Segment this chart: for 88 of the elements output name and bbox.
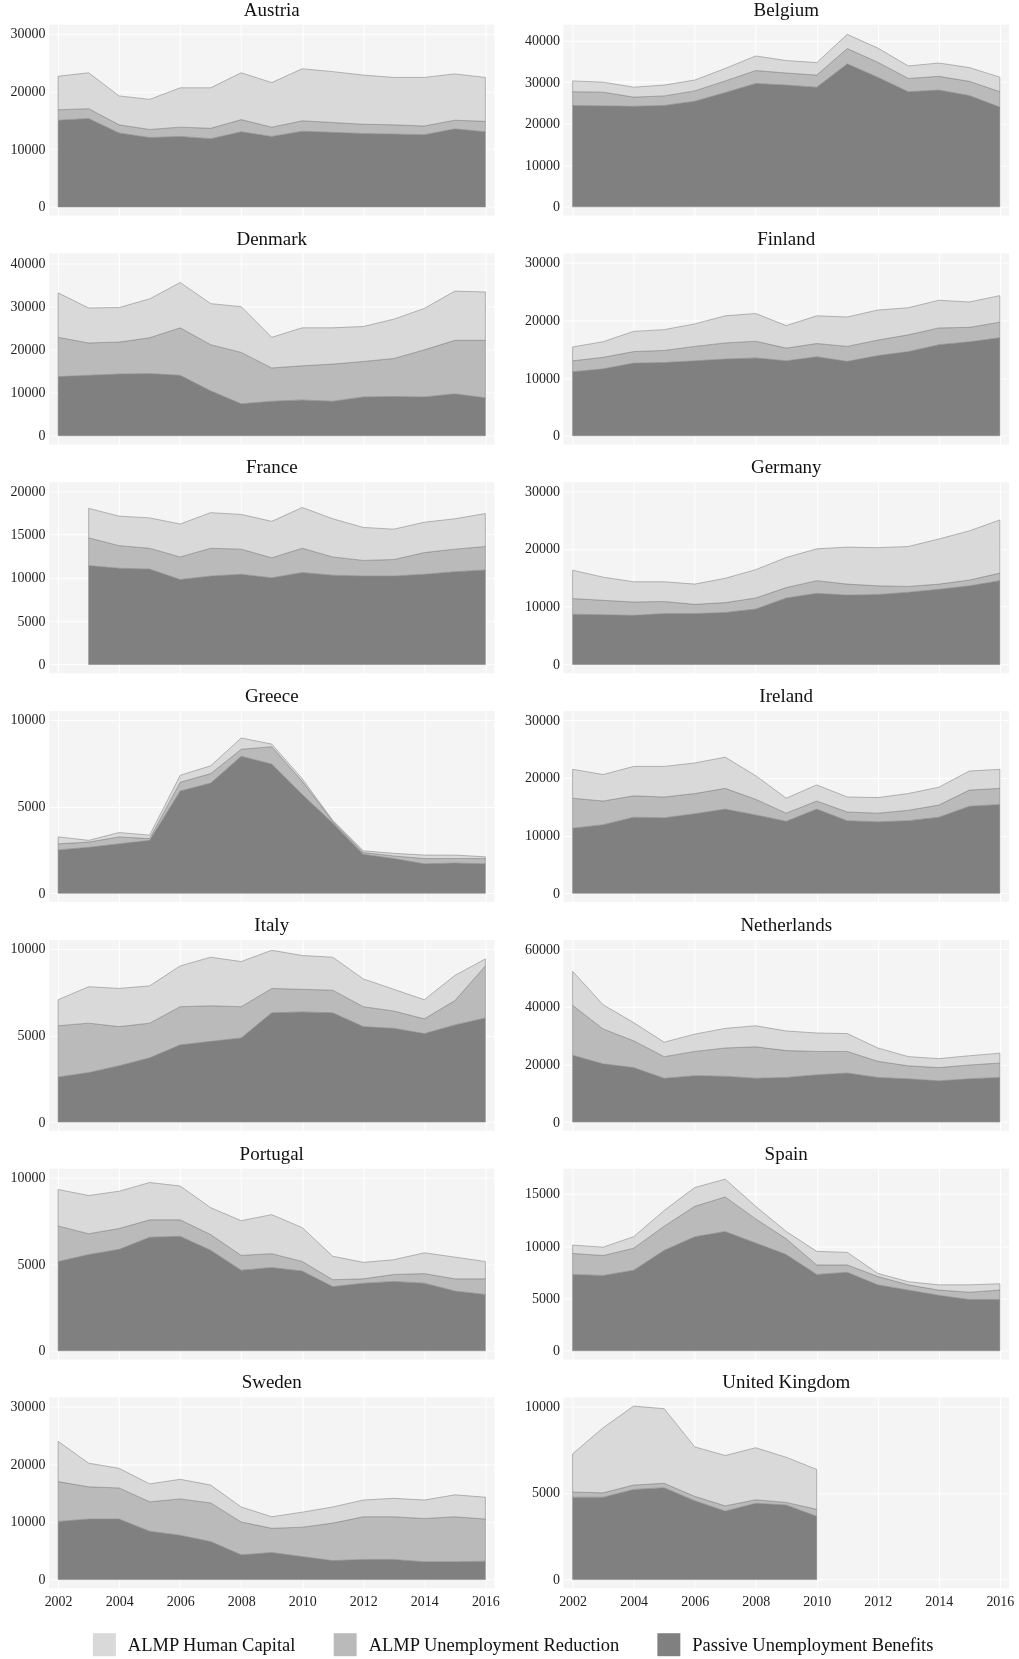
y-tick-label: 15000 (10, 526, 46, 542)
y-tick-label: 0 (38, 885, 46, 901)
y-tick-label: 5000 (17, 1027, 46, 1043)
y-tick-label: 10000 (10, 141, 46, 157)
x-tick-label: 2008 (227, 1593, 256, 1609)
y-tick-label: 15000 (525, 1186, 560, 1202)
y-tick-label: 10000 (525, 1398, 560, 1414)
y-tick-label: 40000 (10, 255, 46, 271)
chart-title: Italy (254, 913, 290, 935)
chart-title: France (245, 456, 298, 478)
y-tick-label: 0 (552, 1572, 560, 1588)
y-tick-label: 10000 (10, 1169, 46, 1185)
y-tick-label: 5000 (532, 1290, 560, 1306)
y-tick-label: 10000 (525, 1238, 560, 1254)
y-tick-label: 0 (38, 1343, 46, 1359)
y-tick-label: 0 (552, 199, 560, 215)
y-tick-label: 30000 (525, 483, 560, 499)
x-tick-label: 2016 (471, 1593, 500, 1609)
legend-label: ALMP Human Capital (127, 1634, 296, 1655)
y-tick-label: 0 (38, 656, 46, 672)
chart-title: Portugal (239, 1142, 304, 1164)
y-tick-label: 30000 (525, 712, 560, 728)
y-tick-label: 40000 (525, 33, 560, 49)
y-tick-label: 60000 (525, 941, 560, 957)
x-tick-label: 2002 (559, 1593, 588, 1609)
y-tick-label: 0 (552, 1114, 560, 1130)
x-tick-label: 2002 (44, 1593, 73, 1609)
y-tick-label: 30000 (525, 74, 560, 90)
y-tick-label: 20000 (10, 483, 46, 499)
y-tick-label: 20000 (525, 1056, 560, 1072)
y-tick-label: 20000 (10, 1456, 46, 1472)
y-tick-label: 20000 (525, 116, 560, 132)
y-tick-label: 5000 (532, 1485, 560, 1501)
chart-title: Greece (244, 685, 299, 707)
chart-title: Finland (757, 227, 816, 249)
legend-label: ALMP Unemployment Reduction (368, 1634, 620, 1655)
x-tick-label: 2016 (986, 1593, 1015, 1609)
chart-title: Denmark (236, 227, 308, 249)
y-tick-label: 0 (38, 1114, 46, 1130)
x-tick-label: 2012 (864, 1593, 893, 1609)
legend-label: Passive Unemployment Benefits (692, 1634, 934, 1655)
y-tick-label: 20000 (10, 83, 46, 99)
y-tick-label: 0 (552, 656, 560, 672)
y-tick-label: 30000 (10, 25, 46, 41)
x-tick-label: 2014 (925, 1593, 954, 1609)
chart-title: Sweden (241, 1371, 303, 1393)
y-tick-label: 10000 (10, 570, 46, 586)
y-tick-label: 30000 (525, 255, 560, 271)
y-tick-label: 0 (552, 428, 560, 444)
y-tick-label: 10000 (525, 157, 560, 173)
y-tick-label: 30000 (10, 298, 46, 314)
y-tick-label: 20000 (525, 541, 560, 557)
chart-title: Austria (243, 0, 301, 20)
y-tick-label: 20000 (525, 312, 560, 328)
y-tick-label: 10000 (10, 712, 46, 728)
y-tick-label: 0 (552, 1343, 560, 1359)
y-tick-label: 10000 (10, 941, 46, 957)
y-tick-label: 5000 (17, 613, 46, 629)
chart-title: Ireland (759, 685, 814, 707)
y-tick-label: 40000 (525, 999, 560, 1015)
y-tick-label: 0 (38, 428, 46, 444)
y-tick-label: 10000 (525, 370, 560, 386)
y-tick-label: 20000 (525, 770, 560, 786)
chart-title: Spain (764, 1142, 809, 1164)
x-tick-label: 2008 (742, 1593, 771, 1609)
chart-title: Netherlands (740, 913, 833, 935)
y-tick-label: 10000 (525, 828, 560, 844)
chart-title: Belgium (753, 0, 820, 20)
y-tick-label: 20000 (10, 341, 46, 357)
chart-title: United Kingdom (722, 1371, 851, 1393)
x-tick-label: 2004 (105, 1593, 134, 1609)
y-tick-label: 5000 (17, 799, 46, 815)
y-tick-label: 0 (38, 1572, 46, 1588)
x-tick-label: 2014 (410, 1593, 439, 1609)
y-tick-label: 10000 (10, 385, 46, 401)
chart-title: Germany (750, 456, 823, 478)
x-tick-label: 2006 (681, 1593, 710, 1609)
y-tick-label: 10000 (525, 599, 560, 615)
y-tick-label: 10000 (10, 1514, 46, 1530)
x-tick-label: 2010 (288, 1593, 317, 1609)
y-tick-label: 0 (552, 885, 560, 901)
y-tick-label: 0 (38, 199, 46, 215)
x-tick-label: 2006 (166, 1593, 195, 1609)
y-tick-label: 5000 (17, 1256, 46, 1272)
x-tick-label: 2012 (349, 1593, 378, 1609)
x-tick-label: 2004 (620, 1593, 649, 1609)
y-tick-label: 30000 (10, 1399, 46, 1415)
x-tick-label: 2010 (803, 1593, 832, 1609)
